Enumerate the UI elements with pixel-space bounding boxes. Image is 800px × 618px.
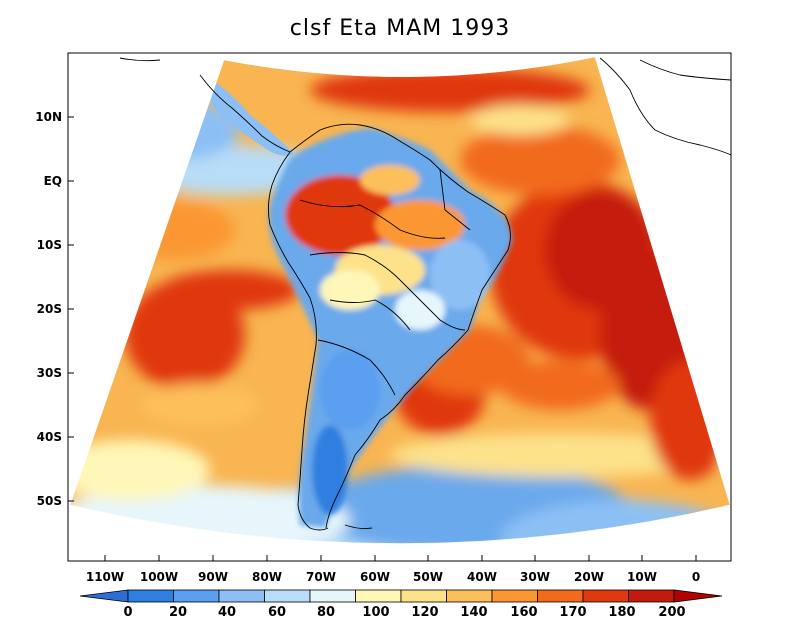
colorbar-label: 200	[658, 605, 685, 618]
colorbar-label: 80	[317, 605, 335, 618]
x-tick-label: 70W	[306, 570, 336, 584]
colorbar-label: 120	[411, 605, 438, 618]
colorbar-cell	[173, 589, 220, 603]
colorbar-cell	[491, 589, 538, 603]
colorbar-label: 60	[268, 605, 286, 618]
colorbar-label: 180	[608, 605, 635, 618]
x-axis: 110W 100W 90W 80W 70W 60W 50W 40W 30W 20…	[86, 555, 700, 584]
colorbar-cell	[582, 589, 629, 603]
y-tick-label: 10S	[37, 238, 62, 252]
x-tick-label: 30W	[520, 570, 550, 584]
y-tick-label: 50S	[37, 494, 62, 508]
colorbar-cell	[446, 589, 493, 603]
map-title: clsf Eta MAM 1993	[289, 16, 511, 41]
colorbar-cell	[309, 589, 356, 603]
y-tick-label: 40S	[37, 430, 62, 444]
x-tick-label: 90W	[198, 570, 228, 584]
colorbar-label: 0	[123, 605, 132, 618]
x-tick-label: 80W	[252, 570, 282, 584]
colorbar-label: 20	[169, 605, 187, 618]
colorbar-label: 160	[510, 605, 537, 618]
x-tick-label: 10W	[627, 570, 657, 584]
colorbar-cell	[400, 589, 447, 603]
x-tick-label: 40W	[467, 570, 497, 584]
colorbar-label: 140	[460, 605, 487, 618]
domain-outline	[69, 56, 731, 544]
y-tick-label: 10N	[35, 110, 62, 124]
x-tick-label: 100W	[140, 570, 178, 584]
colorbar-over-arrow	[673, 589, 723, 603]
colorbar-under-arrow	[79, 589, 129, 603]
colorbar-cell	[127, 589, 174, 603]
colorbar-cell	[628, 589, 675, 603]
colorbar-label: 100	[362, 605, 389, 618]
colorbar-cell	[537, 589, 584, 603]
colorbar: 0 20 40 60 80 100 120 140 160 170 180 20…	[79, 589, 723, 618]
colorbar-cell	[264, 589, 311, 603]
colorbar-cell	[355, 589, 402, 603]
colorbar-label: 40	[218, 605, 236, 618]
colorbar-label: 170	[559, 605, 586, 618]
y-tick-label: 30S	[37, 366, 62, 380]
colorbar-cell	[218, 589, 265, 603]
x-tick-label: 110W	[86, 570, 124, 584]
y-tick-label: EQ	[44, 174, 62, 188]
x-tick-label: 0	[692, 570, 700, 584]
x-tick-label: 60W	[360, 570, 390, 584]
coastlines	[119, 57, 732, 531]
x-tick-label: 50W	[413, 570, 443, 584]
y-axis: 10N EQ 10S 20S 30S 40S 50S	[35, 110, 74, 508]
y-tick-label: 20S	[37, 302, 62, 316]
x-tick-label: 20W	[574, 570, 604, 584]
